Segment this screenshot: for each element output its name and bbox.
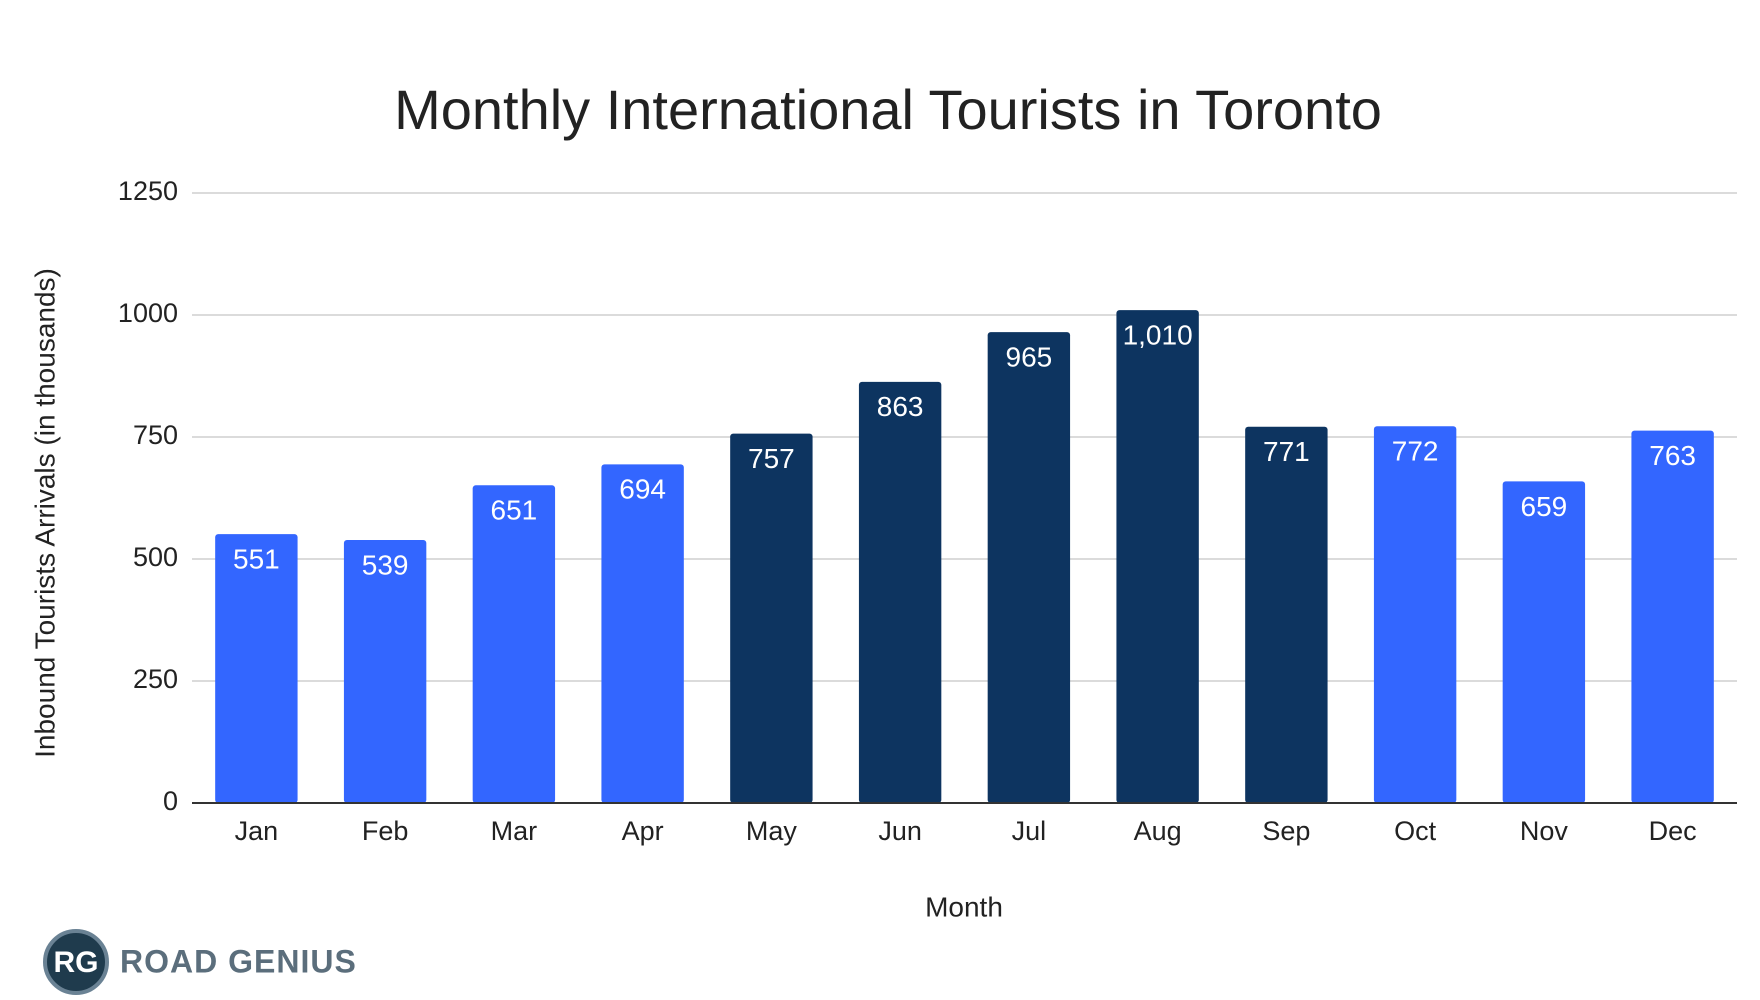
logo: RG ROAD GENIUS bbox=[43, 929, 357, 995]
value-label: 651 bbox=[491, 495, 538, 526]
bar bbox=[730, 433, 813, 803]
bar bbox=[987, 332, 1071, 803]
value-label: 1,010 bbox=[1123, 320, 1193, 351]
bar bbox=[1245, 426, 1328, 803]
x-tick-label: Aug bbox=[1134, 816, 1182, 846]
value-label: 539 bbox=[362, 549, 409, 580]
bar bbox=[601, 464, 684, 803]
x-tick-label: Jun bbox=[878, 816, 922, 846]
bar bbox=[1631, 430, 1714, 803]
value-label: 772 bbox=[1392, 436, 1439, 467]
x-tick-label: Apr bbox=[622, 816, 664, 846]
value-label: 771 bbox=[1263, 436, 1310, 467]
chart-title: Monthly International Tourists in Toront… bbox=[394, 78, 1382, 141]
y-tick-label: 1000 bbox=[118, 298, 178, 328]
x-tick-label: May bbox=[746, 816, 798, 846]
y-axis-title: Inbound Tourists Arrivals (in thousands) bbox=[29, 268, 60, 758]
x-tick-label: Nov bbox=[1520, 816, 1569, 846]
x-axis-title: Month bbox=[925, 891, 1003, 922]
bar bbox=[1373, 426, 1457, 803]
x-tick-label: Mar bbox=[491, 816, 538, 846]
x-tick-label: Feb bbox=[362, 816, 409, 846]
value-label: 763 bbox=[1649, 440, 1696, 471]
x-tick-label: Dec bbox=[1649, 816, 1697, 846]
logo-badge-text: RG bbox=[54, 946, 99, 979]
y-tick-label: 750 bbox=[133, 420, 178, 450]
x-tick-label: Jan bbox=[235, 816, 279, 846]
value-label: 757 bbox=[748, 443, 795, 474]
value-label: 694 bbox=[619, 474, 666, 505]
bar bbox=[343, 539, 427, 803]
bar bbox=[472, 485, 556, 803]
bar bbox=[1116, 310, 1199, 803]
value-label: 551 bbox=[233, 544, 280, 575]
y-tick-label: 0 bbox=[163, 786, 178, 816]
y-tick-label: 500 bbox=[133, 542, 178, 572]
y-tick-label: 250 bbox=[133, 664, 178, 694]
value-label: 965 bbox=[1006, 341, 1053, 372]
x-tick-label: Sep bbox=[1262, 816, 1310, 846]
logo-text: ROAD GENIUS bbox=[120, 943, 357, 979]
value-label: 863 bbox=[877, 391, 924, 422]
bar bbox=[215, 534, 298, 803]
bar bbox=[1502, 481, 1586, 803]
x-tick-label: Oct bbox=[1394, 816, 1437, 846]
logo-badge bbox=[43, 929, 109, 995]
value-label: 659 bbox=[1521, 491, 1568, 522]
y-tick-label: 1250 bbox=[118, 176, 178, 206]
bar bbox=[858, 381, 942, 803]
x-tick-label: Jul bbox=[1012, 816, 1047, 846]
